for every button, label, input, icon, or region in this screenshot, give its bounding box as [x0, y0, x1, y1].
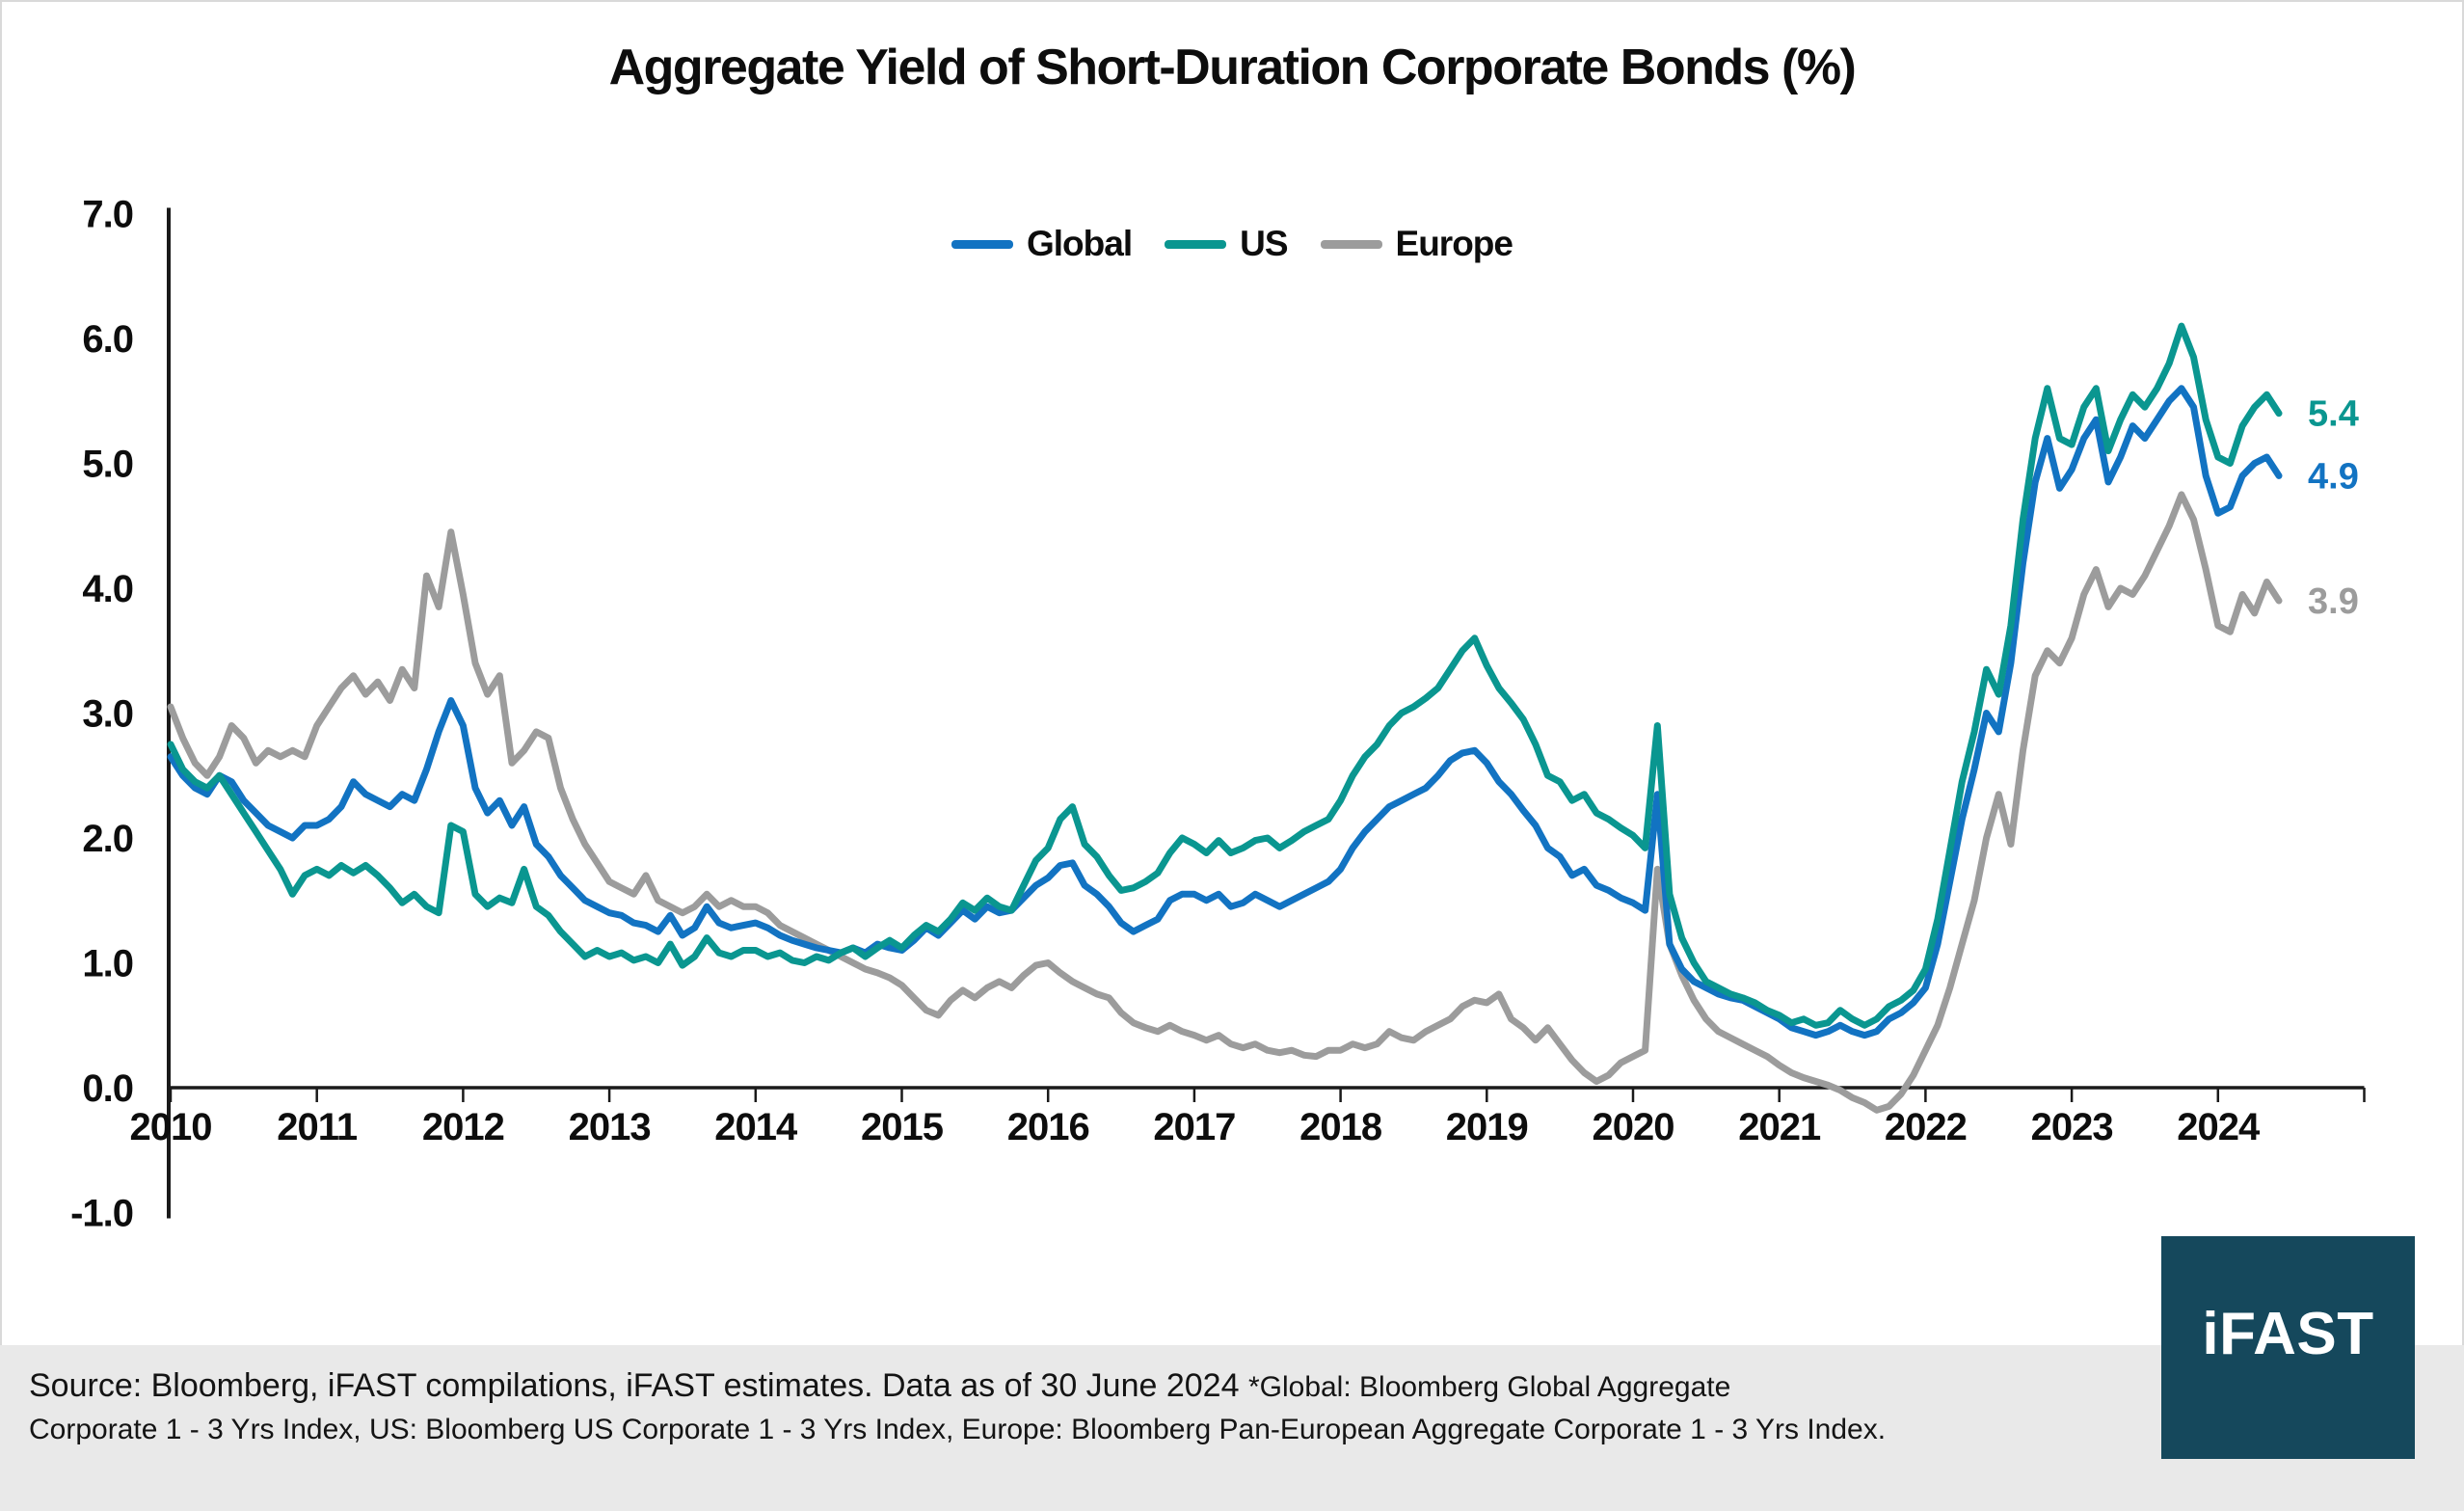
source-line-1: Source: Bloomberg, iFAST compilations, i…: [29, 1364, 2464, 1407]
y-axis-label: 6.0: [82, 318, 133, 361]
chart-title: Aggregate Yield of Short-Duration Corpor…: [608, 40, 1857, 95]
source-line-2: Corporate 1 - 3 Yrs Index, US: Bloomberg…: [29, 1414, 1887, 1446]
x-axis-label: 2011: [277, 1106, 358, 1148]
global-line-swatch: [951, 239, 1013, 249]
legend-item-us: US: [1165, 224, 1289, 264]
x-axis-label: 2021: [1738, 1106, 1821, 1148]
x-axis-label: 2016: [1007, 1106, 1089, 1148]
series-line-us: [167, 322, 2283, 1029]
ifast-logo: iFAST: [2161, 1236, 2415, 1459]
x-axis-label: 2013: [569, 1106, 651, 1148]
x-axis-label: 2024: [2177, 1106, 2261, 1148]
x-axis-label: 2015: [861, 1106, 944, 1148]
legend-label-us: US: [1240, 224, 1288, 263]
x-axis-label: 2012: [422, 1106, 504, 1148]
x-axis-label: 2014: [714, 1106, 798, 1148]
end-label-us: 5.4: [2308, 394, 2359, 435]
x-axis-label: 2019: [1446, 1106, 1528, 1148]
y-axis-label: -1.0: [70, 1193, 133, 1235]
us-line-swatch: [1165, 239, 1227, 249]
source-text: Source: Bloomberg, iFAST compilations, i…: [29, 1367, 1248, 1404]
y-axis-label: 5.0: [82, 444, 133, 486]
y-axis-label: 0.0: [82, 1067, 133, 1110]
y-axis-label: 4.0: [82, 568, 133, 610]
x-axis-label: 2023: [2031, 1106, 2113, 1148]
x-axis-label: 2018: [1299, 1106, 1382, 1148]
y-axis-label: 2.0: [82, 818, 133, 860]
x-axis-label: 2010: [130, 1106, 212, 1148]
series-line-europe: [167, 491, 2283, 1114]
ifast-logo-text: iFAST: [2202, 1301, 2374, 1367]
y-axis-label: 3.0: [82, 693, 133, 736]
x-axis-label: 2017: [1153, 1106, 1235, 1148]
legend-label-global: Global: [1027, 224, 1133, 263]
legend-item-europe: Europe: [1320, 224, 1513, 264]
footnote-global-index: *Global: Bloomberg Global Aggregate: [1247, 1371, 1731, 1403]
x-axis-label: 2020: [1593, 1106, 1674, 1148]
y-axis-label: 1.0: [82, 943, 133, 985]
x-axis-label: 2022: [1885, 1106, 1967, 1148]
legend-item-global: Global: [951, 224, 1133, 264]
end-label-global: 4.9: [2308, 456, 2359, 497]
legend: Global US Europe: [0, 224, 2464, 264]
series-line-global: [167, 385, 2283, 1039]
y-axis-label: 7.0: [82, 194, 133, 236]
legend-label-europe: Europe: [1395, 224, 1513, 263]
source-footer: Source: Bloomberg, iFAST compilations, i…: [0, 1345, 2464, 1511]
end-label-europe: 3.9: [2308, 581, 2359, 622]
europe-line-swatch: [1320, 239, 1382, 249]
